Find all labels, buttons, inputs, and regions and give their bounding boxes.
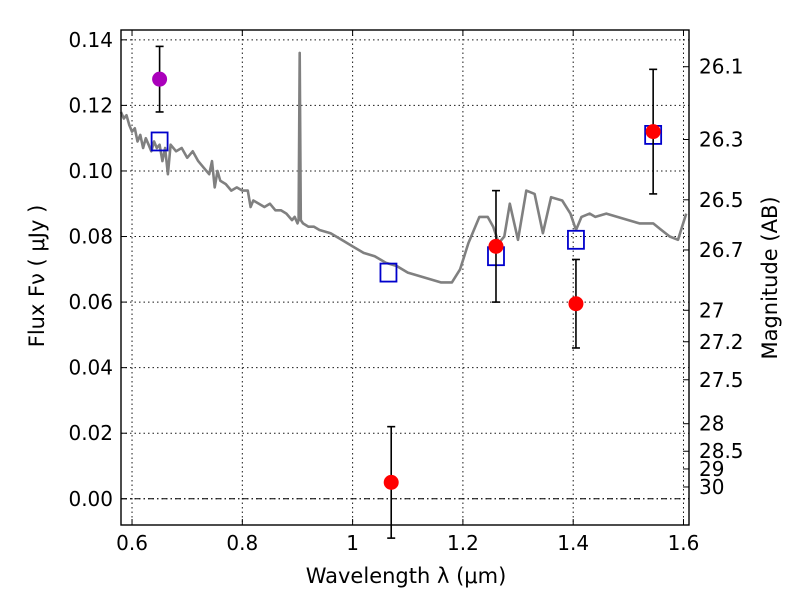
right-axis-label: Magnitude (AB) <box>758 196 782 359</box>
right-tick-label: 26.5 <box>699 188 744 212</box>
y-axis-ticks: 0.00 0.02 0.04 0.06 0.08 0.10 0.12 0.14 <box>68 28 127 511</box>
right-tick-label: 28.5 <box>699 439 744 463</box>
plot-area-border <box>120 29 690 526</box>
x-tick-label: 1 <box>346 531 359 555</box>
grid-lines <box>121 30 689 525</box>
y-axis-label: Flux Fν ( μJy ) <box>25 205 49 348</box>
x-tick-label: 1.6 <box>668 531 700 555</box>
x-axis-ticks: 0.6 0.8 1 1.2 1.4 1.6 <box>116 30 699 555</box>
synthetic-photometry-square <box>150 131 169 152</box>
model-spectrum <box>119 51 688 284</box>
y-tick-label: 0.14 <box>68 28 113 52</box>
observed-point <box>488 238 504 254</box>
y-tick-label: 0.00 <box>68 487 113 511</box>
observed-point <box>568 296 584 312</box>
right-tick-label: 26.1 <box>699 55 744 79</box>
right-tick-label: 26.3 <box>699 127 744 151</box>
observed-point <box>152 71 168 87</box>
model-spectrum-line <box>119 51 688 284</box>
synthetic-photometry-series <box>150 125 663 283</box>
y-tick-label: 0.04 <box>68 356 113 380</box>
y-tick-label: 0.02 <box>68 421 113 445</box>
observed-point <box>383 474 399 490</box>
observed-point <box>645 124 661 140</box>
synthetic-photometry-square <box>567 229 585 250</box>
right-tick-label: 27 <box>699 298 724 322</box>
synthetic-photometry-square <box>379 262 398 283</box>
x-tick-label: 0.8 <box>226 531 258 555</box>
observed-photometry-series <box>152 45 661 539</box>
right-tick-label: 29 <box>699 457 724 481</box>
x-tick-label: 1.4 <box>557 531 589 555</box>
x-tick-label: 1.2 <box>447 531 479 555</box>
right-tick-label: 26.7 <box>699 238 744 262</box>
right-tick-label: 30 <box>699 475 724 499</box>
right-tick-label: 28 <box>699 412 724 436</box>
x-tick-label: 0.6 <box>116 531 148 555</box>
y-tick-label: 0.12 <box>68 93 113 117</box>
right-tick-label: 27.2 <box>699 330 744 354</box>
plot-frame <box>120 29 690 526</box>
y-tick-label: 0.10 <box>68 159 113 183</box>
y-tick-label: 0.06 <box>68 290 113 314</box>
y-tick-label: 0.08 <box>68 225 113 249</box>
x-axis-label: Wavelength λ (μm) <box>306 564 507 588</box>
right-tick-label: 27.5 <box>699 368 744 392</box>
